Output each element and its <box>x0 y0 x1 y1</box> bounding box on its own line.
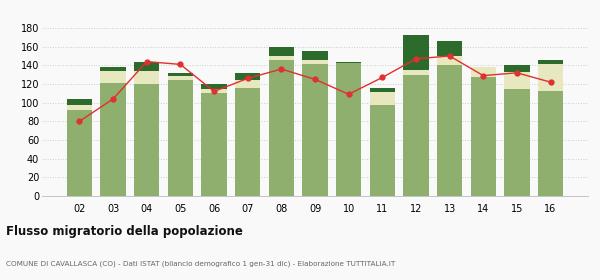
Bar <box>437 65 462 196</box>
Bar <box>235 88 260 196</box>
Bar <box>269 47 294 56</box>
Bar <box>67 110 92 196</box>
Bar <box>67 99 92 106</box>
Bar <box>370 104 395 196</box>
Bar <box>470 67 496 76</box>
Bar <box>504 65 530 72</box>
Bar <box>202 84 227 89</box>
Bar <box>370 92 395 104</box>
Bar <box>168 80 193 196</box>
Bar <box>403 75 428 196</box>
Text: Flusso migratorio della popolazione: Flusso migratorio della popolazione <box>6 225 243 238</box>
Bar <box>538 60 563 64</box>
Bar <box>504 72 530 89</box>
Bar <box>235 80 260 88</box>
Bar <box>437 56 462 65</box>
Bar <box>403 34 428 70</box>
Text: COMUNE DI CAVALLASCA (CO) - Dati ISTAT (bilancio demografico 1 gen-31 dic) - Ela: COMUNE DI CAVALLASCA (CO) - Dati ISTAT (… <box>6 260 395 267</box>
Bar <box>302 60 328 64</box>
Bar <box>100 67 126 71</box>
Bar <box>538 64 563 90</box>
Bar <box>470 76 496 196</box>
Bar <box>100 71 126 83</box>
Bar <box>538 90 563 196</box>
Bar <box>100 83 126 196</box>
Bar <box>302 64 328 196</box>
Bar <box>235 73 260 80</box>
Bar <box>302 51 328 60</box>
Bar <box>437 41 462 56</box>
Bar <box>269 56 294 60</box>
Bar <box>202 89 227 93</box>
Bar <box>202 93 227 196</box>
Bar <box>370 88 395 92</box>
Bar <box>134 84 160 196</box>
Bar <box>504 89 530 196</box>
Bar <box>269 60 294 196</box>
Bar <box>168 76 193 80</box>
Bar <box>67 106 92 110</box>
Bar <box>403 70 428 75</box>
Bar <box>134 71 160 84</box>
Bar <box>168 73 193 76</box>
Bar <box>336 62 361 196</box>
Bar <box>134 62 160 71</box>
